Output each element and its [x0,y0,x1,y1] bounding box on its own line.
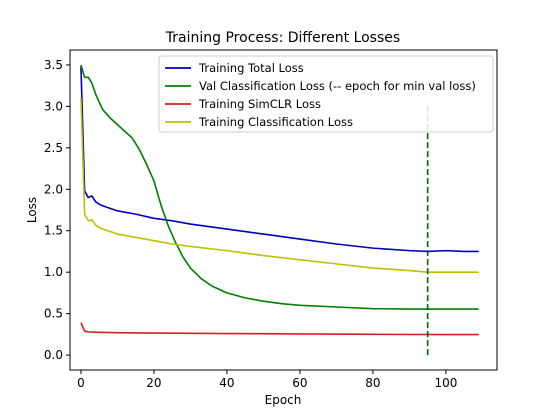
plot-area [80,64,479,356]
y-tick-label: 1.5 [44,224,63,238]
y-axis: 0.0 0.5 1.0 1.5 2.0 2.5 3.0 3.5 [44,58,70,362]
y-tick-label: 3.0 [44,99,63,113]
y-tick-label: 1.0 [44,265,63,279]
legend: Training Total Loss Val Classification Lo… [158,55,494,133]
series-line-0 [80,66,479,253]
y-axis-label: Loss [25,197,39,223]
x-axis: 0 20 40 60 80 100 [77,370,457,390]
x-tick-label: 80 [365,376,380,390]
chart-title: Training Process: Different Losses [165,30,400,46]
axes-frame [69,49,498,371]
x-axis-label: Epoch [265,393,302,407]
x-tick-label: 20 [146,376,161,390]
x-tick-label: 40 [219,376,234,390]
series-line-2 [80,322,479,336]
x-tick-label: 0 [77,376,85,390]
series-line-1 [80,64,479,310]
x-tick-label: 100 [434,376,457,390]
legend-box [158,55,494,133]
y-tick-label: 2.5 [44,141,63,155]
y-tick-label: 3.5 [44,58,63,72]
legend-entry-label: Training Classification Loss [198,115,353,129]
legend-entry-label: Val Classification Loss (-- epoch for mi… [199,79,476,93]
y-tick-label: 0.0 [44,348,63,362]
y-tick-label: 2.0 [44,182,63,196]
series-line-3 [80,98,479,273]
y-tick-label: 0.5 [44,307,63,321]
x-tick-label: 60 [292,376,307,390]
legend-entry-label: Training SimCLR Loss [198,97,321,111]
legend-entry-label: Training Total Loss [198,61,304,75]
